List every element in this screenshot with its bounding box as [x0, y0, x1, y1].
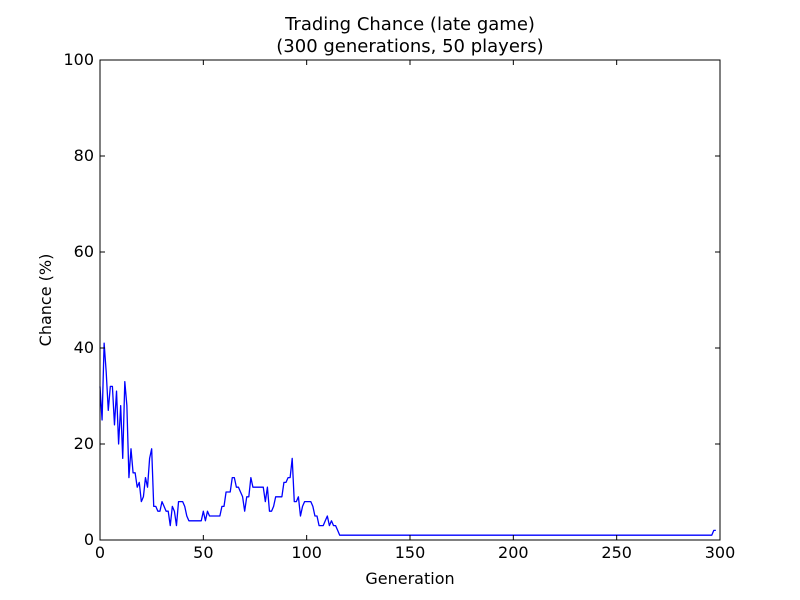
- y-tick-label: 80: [74, 146, 94, 165]
- x-tick-label: 100: [291, 543, 322, 562]
- y-axis-label: Chance (%): [36, 254, 55, 347]
- chart-title: Trading Chance (late game): [284, 14, 535, 35]
- x-tick-label: 300: [705, 543, 736, 562]
- x-tick-label: 250: [601, 543, 632, 562]
- y-tick-label: 100: [63, 50, 94, 69]
- plot-frame: [99, 59, 721, 541]
- x-tick-label: 50: [193, 543, 213, 562]
- x-tick-label: 0: [95, 543, 105, 562]
- y-tick-label: 40: [74, 338, 94, 357]
- y-tick-label: 20: [74, 434, 94, 453]
- x-tick-label: 150: [395, 543, 426, 562]
- x-axis-label: Generation: [365, 569, 454, 588]
- series-line-0: [99, 342, 716, 536]
- chart-subtitle: (300 generations, 50 players): [276, 36, 543, 57]
- x-tick-label: 200: [498, 543, 529, 562]
- y-tick-label: 0: [84, 530, 94, 549]
- y-tick-label: 60: [74, 242, 94, 261]
